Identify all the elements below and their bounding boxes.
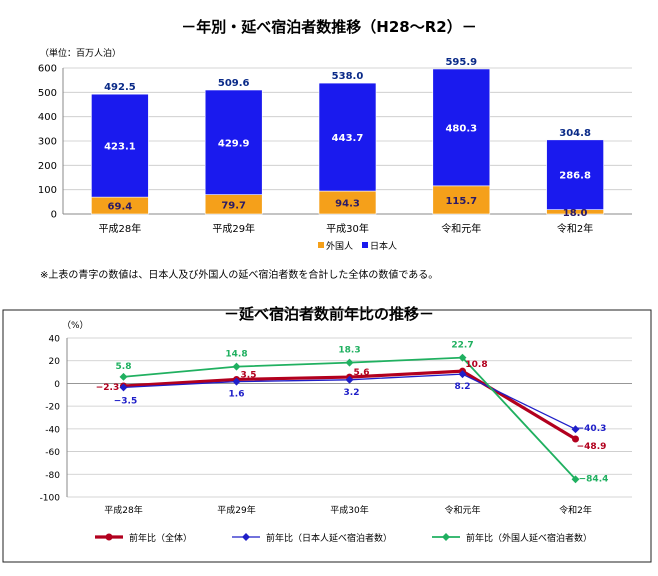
bar-foreign-value-label: 79.7 <box>221 200 246 211</box>
chart1-title: －年別・延べ宿泊者数推移（H28～R2）－ <box>181 18 477 36</box>
chart2-y-tick-label: -40 <box>45 425 60 435</box>
chart2-frame <box>2 309 652 563</box>
chart2-y-tick-label: -80 <box>45 471 60 481</box>
foreign-value-label: 14.8 <box>225 350 247 360</box>
chart1-y-tick-label: 300 <box>38 137 57 148</box>
chart2-x-tick-label: 平成29年 <box>217 504 255 516</box>
chart2-x-tick-label: 令和2年 <box>559 504 592 516</box>
chart2-unit-label: （%） <box>62 321 89 331</box>
foreign-value-label: 18.3 <box>338 346 360 356</box>
legend-japanese-swatch <box>362 242 368 248</box>
chart2-x-tick-label: 令和元年 <box>444 504 480 516</box>
chart1-unit-label: （単位：百万人泊） <box>40 49 122 59</box>
bar-foreign <box>432 185 491 215</box>
japanese-value-label: −40.3 <box>577 424 607 434</box>
chart2-y-tick-label: 40 <box>49 335 61 345</box>
japanese-value-label: 8.2 <box>455 382 471 392</box>
chart1-y-tick-label: 500 <box>38 88 57 99</box>
chart1-x-tick-label: 令和元年 <box>441 222 481 235</box>
legend-foreign-label: 外国人 <box>326 240 353 252</box>
japanese-value-label: 3.2 <box>344 388 360 398</box>
point-foreign <box>458 353 467 362</box>
point-japanese <box>232 377 241 386</box>
overall-value-label: −2.3 <box>96 383 119 393</box>
bar-total-value-label: 595.9 <box>445 57 477 68</box>
bar-total-value-label: 538.0 <box>332 71 364 82</box>
legend-overall-marker <box>105 533 113 541</box>
chart1-y-tick-label: 400 <box>38 112 57 123</box>
chart1-x-tick-label: 令和2年 <box>557 222 593 235</box>
bar-japanese-value-label: 286.8 <box>559 171 591 182</box>
legend-line-foreign-label: 前年比（外国人延べ宿泊者数） <box>466 532 592 544</box>
bar-total-value-label: 492.5 <box>104 82 136 93</box>
legend-foreign-swatch <box>318 242 324 248</box>
chart2-y-tick-label: -60 <box>45 448 60 458</box>
legend-line-overall-label: 前年比（全体） <box>129 532 192 544</box>
chart1-x-tick-label: 平成28年 <box>99 222 142 235</box>
chart2-y-tick-label: 20 <box>49 357 61 367</box>
chart2-y-tick-label: -100 <box>40 494 61 504</box>
bar-japanese <box>318 82 377 192</box>
chart1-y-tick-label: 200 <box>38 161 57 172</box>
overall-value-label: 3.5 <box>241 370 257 380</box>
chart1-x-tick-label: 平成29年 <box>212 222 255 235</box>
overall-value-label: −48.9 <box>577 442 607 452</box>
bar-japanese <box>432 68 491 187</box>
bar-foreign-value-label: 69.4 <box>108 202 133 213</box>
bar-total-value-label: 509.6 <box>218 78 250 89</box>
bar-japanese <box>546 139 604 210</box>
chart1-note: ※上表の青字の数値は、日本人及び外国人の延べ宿泊者数を合計した全体の数値である。 <box>40 270 439 281</box>
chart2-y-tick-label: 0 <box>54 380 60 390</box>
bar-total-value-label: 304.8 <box>559 128 591 139</box>
foreign-value-label: −84.4 <box>579 474 609 484</box>
foreign-value-label: 22.7 <box>451 341 473 351</box>
bar-foreign-value-label: 18.0 <box>563 208 588 219</box>
japanese-value-label: 1.6 <box>229 390 245 400</box>
chart2-x-tick-label: 平成28年 <box>104 504 142 516</box>
chart1-y-tick-label: 0 <box>51 210 57 221</box>
chart2-y-tick-label: -20 <box>45 403 60 413</box>
bar-japanese <box>91 93 149 198</box>
chart1-y-tick-label: 100 <box>38 185 57 196</box>
point-japanese <box>345 375 354 384</box>
point-foreign <box>345 358 354 367</box>
chart1-y-tick-label: 600 <box>38 64 57 75</box>
foreign-value-label: 5.8 <box>116 362 132 372</box>
japanese-value-label: −3.5 <box>114 396 137 406</box>
chart1-x-tick-label: 平成30年 <box>326 222 369 235</box>
legend-line-japanese-marker <box>242 533 250 541</box>
overall-value-label: 10.8 <box>465 360 487 370</box>
bar-japanese-value-label: 429.9 <box>218 138 250 149</box>
point-foreign <box>232 362 241 371</box>
overall-value-label: 5.6 <box>354 368 370 378</box>
bar-japanese <box>204 89 263 195</box>
chart2-x-tick-label: 平成30年 <box>330 504 368 516</box>
bar-japanese-value-label: 443.7 <box>332 133 364 144</box>
bar-japanese-value-label: 423.1 <box>104 142 136 153</box>
point-foreign <box>571 475 580 484</box>
point-foreign <box>119 372 128 381</box>
bar-foreign-value-label: 94.3 <box>335 199 360 210</box>
bar-japanese-value-label: 480.3 <box>445 123 477 134</box>
legend-line-japanese-label: 前年比（日本人延べ宿泊者数） <box>266 532 392 544</box>
legend-line-foreign-marker <box>442 533 450 541</box>
point-japanese <box>458 370 467 379</box>
bar-foreign-value-label: 115.7 <box>445 196 477 207</box>
legend-japanese-label: 日本人 <box>370 240 397 252</box>
point-overall <box>572 435 579 443</box>
